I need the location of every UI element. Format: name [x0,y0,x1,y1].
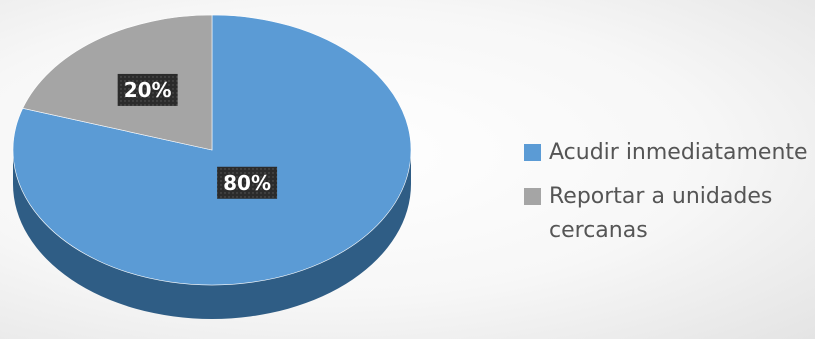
pie-chart: 80% 20% [12,14,412,319]
pie-slice-reportar [22,14,213,151]
legend: Acudir inmediatamente Reportar a unidade… [524,136,814,258]
data-label-box-reportar [117,73,178,106]
data-label-acudir: 80% [217,166,278,199]
data-label-text-acudir: 80% [223,171,271,195]
pie-sides [13,150,411,319]
legend-label-acudir: Acudir inmediatamente [549,140,808,165]
legend-swatch-acudir [524,144,541,161]
legend-item-reportar: Reportar a unidades cercanas [524,180,814,248]
data-label-text-reportar: 20% [124,78,172,102]
legend-item-acudir: Acudir inmediatamente [524,136,814,170]
pie-side-acudir [13,150,411,319]
legend-swatch-reportar [524,188,541,205]
data-label-box-acudir [217,166,278,199]
pie-slices [12,14,412,286]
data-label-reportar: 20% [117,73,178,106]
pie-data-labels: 80% 20% [117,73,278,199]
legend-label-reportar: Reportar a unidades cercanas [549,184,773,243]
